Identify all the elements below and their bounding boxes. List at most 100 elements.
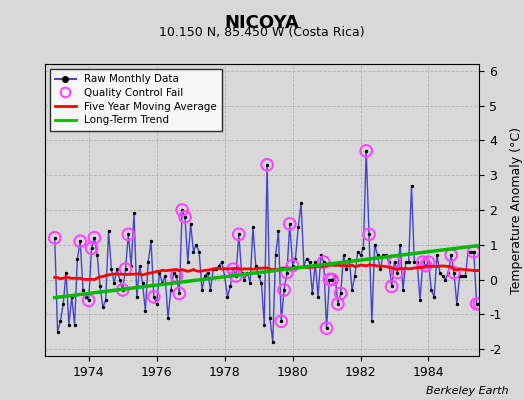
Point (93, 252, 102, 258)
Point (450, 269, 458, 276)
Point (178, 207, 187, 213)
Point (277, 318, 286, 324)
Point (161, 273, 169, 279)
Point (297, 200, 305, 206)
Point (302, 256, 311, 262)
Point (354, 248, 362, 255)
Point (433, 252, 441, 258)
Point (455, 273, 464, 279)
Point (393, 269, 401, 276)
Point (90, 235, 99, 241)
Point (328, 276, 336, 283)
Point (348, 287, 356, 293)
Point (138, 280, 147, 286)
Point (181, 214, 189, 220)
Point (118, 287, 127, 293)
Point (387, 283, 396, 290)
Point (356, 252, 365, 258)
Point (88, 245, 96, 252)
Point (266, 314, 274, 321)
Point (124, 231, 133, 238)
Point (201, 273, 209, 279)
Point (314, 294, 322, 300)
Point (320, 259, 328, 265)
Point (152, 301, 161, 307)
Point (447, 252, 455, 258)
Point (206, 287, 215, 293)
Point (113, 266, 121, 272)
Point (288, 262, 297, 269)
Point (209, 266, 217, 272)
Point (269, 339, 277, 345)
Point (62, 269, 70, 276)
Point (235, 231, 243, 238)
Point (365, 231, 373, 238)
Point (458, 273, 467, 279)
Point (435, 269, 444, 276)
Point (164, 314, 172, 321)
Point (453, 301, 461, 307)
Point (473, 301, 481, 307)
Point (133, 294, 141, 300)
Point (203, 269, 212, 276)
Point (118, 287, 127, 293)
Point (495, 276, 504, 283)
Point (260, 322, 268, 328)
Point (167, 287, 175, 293)
Point (263, 162, 271, 168)
Point (88, 245, 96, 252)
Text: Berkeley Earth: Berkeley Earth (426, 386, 508, 396)
Point (447, 252, 455, 258)
Point (379, 252, 387, 258)
Point (382, 252, 390, 258)
Point (150, 294, 158, 300)
Point (390, 259, 399, 265)
Point (396, 242, 405, 248)
Point (413, 259, 421, 265)
Point (359, 245, 367, 252)
Point (362, 148, 370, 154)
Point (212, 266, 220, 272)
Point (336, 290, 345, 297)
Point (76, 238, 84, 244)
Point (246, 280, 254, 286)
Point (110, 280, 118, 286)
Point (320, 259, 328, 265)
Point (475, 301, 484, 307)
Point (79, 287, 87, 293)
Point (144, 259, 152, 265)
Point (385, 259, 393, 265)
Point (478, 294, 486, 300)
Point (351, 273, 359, 279)
Point (124, 231, 133, 238)
Point (59, 301, 68, 307)
Text: 10.150 N, 85.450 W (Costa Rica): 10.150 N, 85.450 W (Costa Rica) (159, 26, 365, 39)
Point (223, 294, 232, 300)
Point (229, 266, 237, 272)
Point (399, 287, 407, 293)
Point (150, 294, 158, 300)
Point (328, 276, 336, 283)
Point (393, 269, 401, 276)
Point (316, 252, 325, 258)
Point (405, 259, 413, 265)
Point (484, 273, 492, 279)
Point (291, 256, 300, 262)
Point (235, 231, 243, 238)
Point (402, 259, 410, 265)
Point (362, 148, 370, 154)
Point (464, 248, 472, 255)
Point (424, 259, 433, 265)
Point (325, 276, 334, 283)
Point (421, 262, 430, 269)
Point (475, 301, 484, 307)
Point (104, 228, 113, 234)
Point (255, 273, 263, 279)
Point (489, 273, 498, 279)
Point (252, 262, 260, 269)
Point (232, 273, 240, 279)
Point (274, 228, 282, 234)
Point (237, 269, 246, 276)
Point (178, 207, 187, 213)
Point (50, 235, 59, 241)
